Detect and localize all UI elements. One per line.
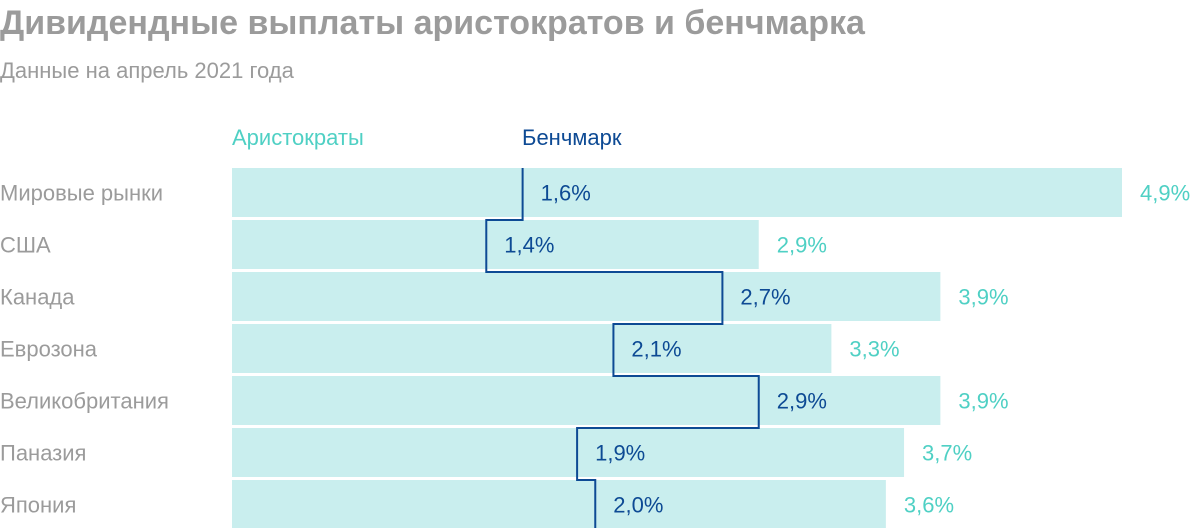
- label-aristocrats-1: 2,9%: [777, 233, 827, 258]
- bar-aristocrats-5: [232, 428, 905, 477]
- label-benchmark-3: 2,1%: [631, 337, 681, 362]
- label-aristocrats-4: 3,9%: [958, 389, 1008, 414]
- bar-aristocrats-0: [232, 168, 1122, 217]
- bar-aristocrats-1: [232, 220, 759, 269]
- category-label-5: Паназия: [0, 441, 86, 466]
- benchmark-step-line: [485, 168, 760, 528]
- label-aristocrats-3: 3,3%: [849, 337, 899, 362]
- chart-subtitle: Данные на апрель 2021 года: [0, 58, 294, 83]
- label-benchmark-4: 2,9%: [777, 389, 827, 414]
- label-benchmark-0: 1,6%: [541, 181, 591, 206]
- label-benchmark-1: 1,4%: [504, 233, 554, 258]
- category-label-6: Япония: [0, 493, 76, 518]
- legend-benchmark: Бенчмарк: [522, 125, 622, 150]
- label-benchmark-2: 2,7%: [740, 285, 790, 310]
- category-label-0: Мировые рынки: [0, 181, 163, 206]
- bar-aristocrats-3: [232, 324, 832, 373]
- category-label-4: Великобритания: [0, 389, 169, 414]
- bar-aristocrats-2: [232, 272, 941, 321]
- category-label-1: США: [0, 233, 51, 258]
- category-label-3: Еврозона: [0, 337, 98, 362]
- bar-aristocrats-4: [232, 376, 941, 425]
- category-label-2: Канада: [0, 285, 75, 310]
- label-aristocrats-6: 3,6%: [904, 493, 954, 518]
- label-benchmark-6: 2,0%: [613, 493, 663, 518]
- label-benchmark-5: 1,9%: [595, 441, 645, 466]
- label-aristocrats-0: 4,9%: [1140, 181, 1190, 206]
- chart-title: Дивидендные выплаты аристократов и бенчм…: [0, 4, 865, 42]
- legend-aristocrats: Аристократы: [232, 125, 364, 150]
- label-aristocrats-5: 3,7%: [922, 441, 972, 466]
- label-aristocrats-2: 3,9%: [958, 285, 1008, 310]
- bar-aristocrats-6: [232, 480, 886, 528]
